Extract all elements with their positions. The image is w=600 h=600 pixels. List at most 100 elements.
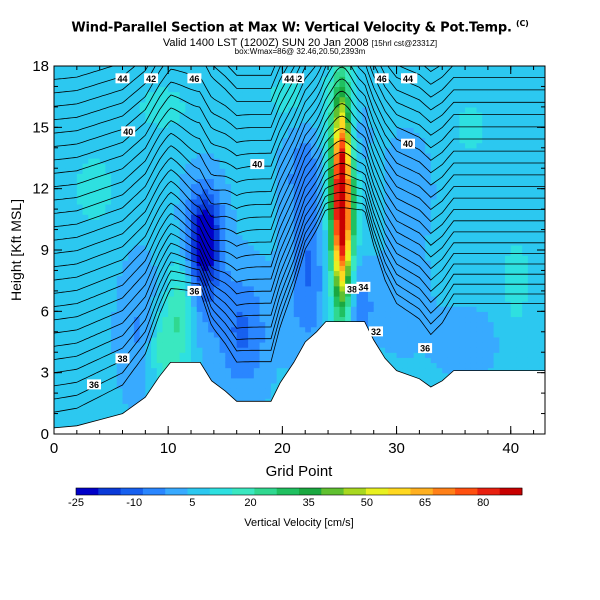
velocity-cell	[276, 362, 283, 369]
velocity-cell	[93, 280, 101, 287]
velocity-cell	[59, 71, 67, 77]
velocity-cell	[71, 306, 78, 312]
velocity-cell	[362, 122, 369, 128]
velocity-cell	[430, 86, 438, 93]
velocity-cell	[71, 321, 78, 328]
velocity-cell	[333, 178, 341, 185]
velocity-cell	[430, 106, 438, 113]
velocity-cell	[54, 372, 61, 379]
velocity-cell	[54, 239, 61, 246]
velocity-cell	[82, 137, 89, 144]
velocity-cell	[299, 306, 306, 312]
velocity-cell	[88, 388, 95, 394]
velocity-cell	[93, 403, 101, 410]
velocity-cell	[436, 250, 443, 256]
velocity-cell	[99, 122, 106, 128]
velocity-cell	[151, 158, 158, 164]
velocity-cell	[93, 342, 101, 348]
velocity-cell	[219, 234, 226, 241]
velocity-cell	[322, 147, 329, 154]
velocity-cell	[270, 152, 278, 159]
velocity-cell	[122, 301, 129, 307]
velocity-cell	[133, 142, 141, 149]
velocity-cell	[128, 173, 135, 180]
velocity-cell	[436, 306, 443, 312]
velocity-cell	[99, 270, 106, 277]
velocity-cell	[379, 275, 386, 282]
velocity-cell	[282, 342, 289, 348]
velocity-cell	[213, 342, 221, 348]
velocity-cell	[230, 280, 238, 287]
velocity-cell	[219, 163, 226, 169]
velocity-cell	[253, 198, 261, 205]
velocity-cell	[242, 117, 249, 123]
velocity-cell	[276, 275, 283, 282]
velocity-cell	[407, 234, 415, 241]
velocity-cell	[225, 137, 232, 144]
velocity-cell	[362, 296, 369, 302]
velocity-cell	[71, 260, 78, 266]
velocity-cell	[219, 342, 226, 348]
velocity-cell	[65, 260, 72, 266]
velocity-cell	[128, 372, 135, 379]
velocity-cell	[93, 173, 101, 180]
velocity-cell	[293, 178, 301, 185]
velocity-cell	[259, 117, 266, 123]
velocity-cell	[230, 198, 238, 205]
velocity-cell	[430, 280, 438, 287]
velocity-cell	[105, 81, 112, 88]
velocity-cell	[265, 255, 272, 261]
velocity-cell	[356, 260, 363, 266]
velocity-cell	[333, 306, 341, 312]
velocity-cell	[430, 244, 438, 251]
velocity-cell	[305, 321, 312, 328]
velocity-cell	[407, 122, 415, 128]
velocity-cell	[213, 316, 221, 323]
velocity-cell	[419, 106, 426, 113]
velocity-cell	[54, 86, 61, 93]
velocity-cell	[111, 239, 118, 246]
velocity-cell	[230, 326, 238, 333]
velocity-cell	[299, 204, 306, 210]
velocity-cell	[128, 137, 135, 144]
velocity-cell	[288, 362, 295, 369]
velocity-cell	[208, 290, 215, 297]
velocity-cell	[139, 296, 146, 302]
velocity-cell	[82, 122, 89, 128]
velocity-cell	[328, 112, 335, 118]
velocity-cell	[316, 239, 323, 246]
velocity-cell	[122, 106, 129, 113]
velocity-cell	[248, 311, 255, 318]
velocity-cell	[282, 357, 289, 364]
velocity-cell	[248, 234, 255, 241]
velocity-cell	[356, 158, 363, 164]
velocity-cell	[196, 321, 204, 328]
velocity-cell	[185, 352, 192, 358]
velocity-cell	[407, 81, 415, 88]
velocity-cell	[265, 168, 272, 174]
velocity-cell	[151, 66, 158, 72]
velocity-cell	[82, 152, 89, 159]
velocity-cell	[225, 229, 232, 236]
velocity-cell	[293, 142, 301, 149]
velocity-cell	[293, 326, 301, 333]
velocity-cell	[54, 423, 61, 430]
velocity-cell	[413, 168, 420, 174]
velocity-cell	[82, 66, 89, 72]
velocity-cell	[339, 91, 346, 98]
velocity-cell	[145, 377, 152, 384]
velocity-cell	[105, 147, 112, 154]
velocity-cell	[236, 101, 244, 108]
velocity-cell	[99, 244, 106, 251]
velocity-cell	[82, 398, 89, 404]
velocity-cell	[248, 336, 255, 343]
velocity-cell	[339, 301, 346, 307]
velocity-cell	[265, 306, 272, 312]
velocity-cell	[402, 91, 409, 98]
velocity-cell	[219, 352, 226, 358]
velocity-cell	[253, 290, 261, 297]
velocity-cell	[242, 239, 249, 246]
velocity-cell	[390, 316, 398, 323]
velocity-cell	[145, 382, 152, 389]
